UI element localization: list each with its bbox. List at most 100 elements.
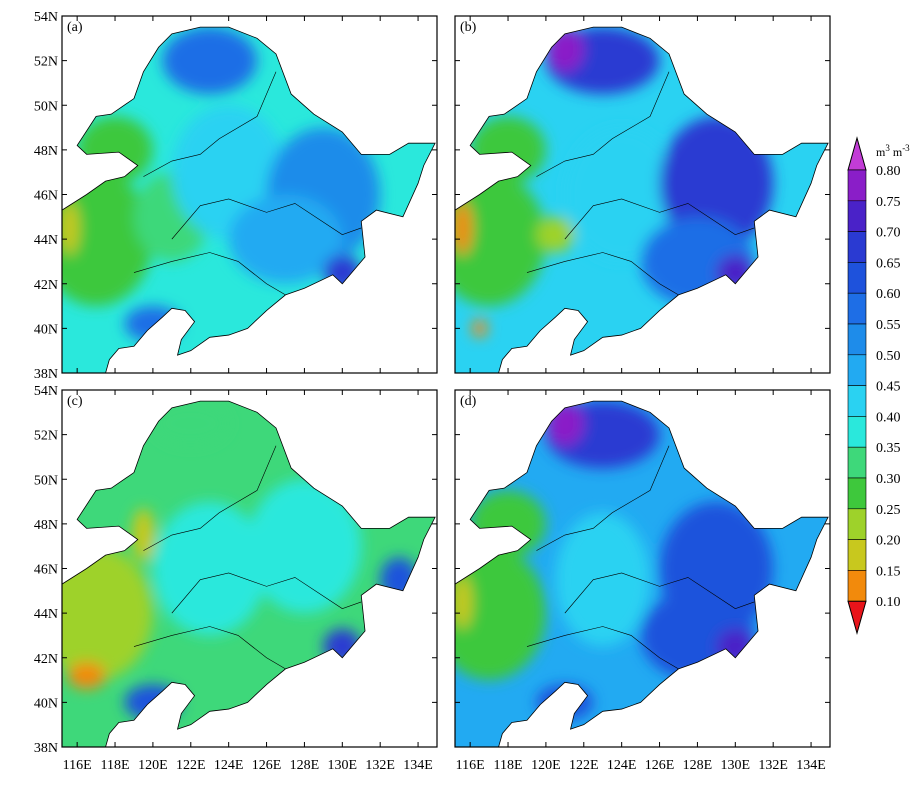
lon-tick-label: 134E — [796, 758, 826, 773]
lat-tick-label: 46N — [34, 563, 58, 578]
field-blob — [455, 546, 546, 681]
colorbar-label: 0.50 — [876, 349, 901, 364]
panel-label: (d) — [460, 394, 477, 409]
colorbar-label: 0.70 — [876, 226, 901, 241]
colorbar-box — [847, 508, 867, 540]
colorbar-box — [847, 231, 867, 263]
field-blob — [67, 662, 106, 689]
lon-tick-label: 132E — [365, 758, 395, 773]
lon-tick-label: 116E — [63, 758, 92, 773]
colorbar-cap-top — [847, 136, 867, 171]
field-blob — [247, 479, 362, 614]
lon-tick-label: 120E — [531, 758, 561, 773]
map-panel — [62, 27, 436, 373]
field-blob — [470, 490, 546, 558]
province-border — [171, 198, 362, 240]
field-blob — [228, 194, 343, 284]
lon-tick-label: 118E — [101, 758, 130, 773]
lat-tick-label: 38N — [34, 367, 58, 382]
lat-tick-label: 48N — [34, 518, 58, 533]
field-blob — [162, 27, 258, 95]
lon-tick-label: 132E — [758, 758, 788, 773]
colorbar-box — [847, 354, 867, 386]
colorbar-label: 0.60 — [876, 287, 901, 302]
field-blob — [455, 575, 473, 629]
lat-tick-label: 46N — [34, 189, 58, 204]
colorbar-box — [847, 292, 867, 325]
lat-tick-label: 40N — [34, 322, 58, 337]
field-blob — [470, 116, 546, 184]
field-blob — [716, 628, 755, 665]
field-blob — [323, 628, 362, 665]
field-blobs — [62, 27, 381, 342]
panel-label: (b) — [460, 20, 477, 35]
colorbar-box — [847, 169, 867, 202]
field-blob — [323, 254, 362, 291]
coastline — [454, 400, 829, 748]
colorbar-box — [847, 323, 867, 356]
colorbar-label: 0.25 — [876, 503, 901, 518]
province-border — [526, 626, 679, 670]
coastline — [454, 26, 829, 374]
field-blob — [152, 401, 229, 446]
province-border — [133, 252, 286, 296]
colorbar-label: 0.55 — [876, 318, 901, 333]
lon-tick-label: 134E — [403, 758, 433, 773]
field-blob — [380, 557, 419, 602]
lon-tick-label: 124E — [214, 758, 244, 773]
lat-tick-label: 42N — [34, 278, 58, 293]
lon-tick-label: 126E — [252, 758, 282, 773]
lon-tick-label: 120E — [138, 758, 168, 773]
province-border — [171, 572, 362, 614]
lon-tick-label: 124E — [607, 758, 637, 773]
lon-tick-label: 130E — [328, 758, 358, 773]
colorbar-cap-bottom — [847, 600, 867, 636]
field-blob — [77, 116, 153, 184]
colorbar-label: 0.40 — [876, 410, 901, 425]
lat-tick-label: 42N — [34, 652, 58, 667]
field-blob — [564, 127, 679, 262]
unit-part: m — [890, 145, 903, 159]
province-border — [536, 445, 670, 551]
field-blob — [124, 306, 182, 342]
lat-tick-label: 44N — [34, 607, 58, 622]
map-panel — [455, 401, 829, 747]
lon-tick-label: 126E — [645, 758, 675, 773]
lon-tick-label: 116E — [456, 758, 485, 773]
lat-tick-label: 52N — [34, 55, 58, 70]
lon-tick-label: 122E — [176, 758, 206, 773]
coastline — [61, 26, 436, 374]
lon-tick-label: 130E — [721, 758, 751, 773]
field-blob — [472, 319, 488, 338]
province-border — [526, 252, 679, 296]
lat-tick-label: 48N — [34, 144, 58, 159]
lat-tick-label: 52N — [34, 429, 58, 444]
province-border — [564, 572, 755, 614]
colorbar-box — [847, 446, 867, 479]
province-border — [143, 71, 277, 177]
colorbar-box — [847, 416, 867, 448]
coastline — [61, 400, 436, 748]
field-blob — [536, 216, 575, 253]
colorbar-label: 0.65 — [876, 256, 901, 271]
colorbar-box — [847, 539, 867, 571]
unit-part: -3 — [902, 143, 910, 153]
colorbar-label: 0.10 — [876, 595, 901, 610]
lat-tick-label: 38N — [34, 741, 58, 756]
lat-tick-label: 54N — [34, 384, 58, 399]
field-blob — [659, 116, 774, 251]
colorbar-label: 0.20 — [876, 534, 901, 549]
unit-part: m — [876, 145, 886, 159]
lon-tick-label: 128E — [290, 758, 320, 773]
colorbar-box — [847, 200, 867, 232]
lat-tick-label: 50N — [34, 99, 58, 114]
colorbar-label: 0.75 — [876, 195, 901, 210]
province-border — [536, 71, 670, 177]
province-border — [143, 445, 277, 551]
lat-tick-label: 50N — [34, 473, 58, 488]
lon-tick-label: 118E — [494, 758, 523, 773]
lon-tick-label: 128E — [683, 758, 713, 773]
colorbar-box — [847, 385, 867, 417]
colorbar-unit: m3 m-3 — [876, 143, 910, 159]
